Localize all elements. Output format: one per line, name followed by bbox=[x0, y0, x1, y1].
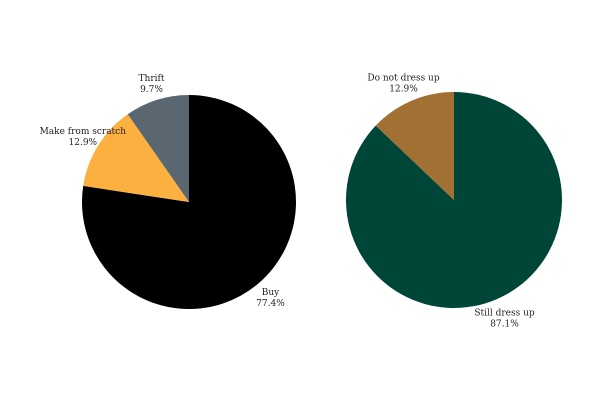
pie-slice-do-not-dress-up bbox=[375, 92, 454, 200]
slice-label-do-not-dress-up: Do not dress up 12.9% bbox=[367, 73, 439, 94]
slice-percent: 9.7% bbox=[140, 85, 163, 95]
slice-name: Still dress up bbox=[474, 309, 535, 319]
pie-2: Still dress up 87.1% Do not dress up 12.9% bbox=[346, 73, 563, 330]
slice-name: Make from scratch bbox=[40, 127, 127, 137]
slice-label-buy: Buy 77.4% bbox=[256, 288, 285, 309]
pie-slice-buy bbox=[81, 95, 296, 309]
slice-name: Buy bbox=[262, 288, 280, 298]
pie-slice-make-from-scratch bbox=[83, 114, 189, 202]
slice-label-still-dress-up: Still dress up 87.1% bbox=[474, 309, 535, 330]
slice-name: Thrift bbox=[139, 74, 165, 84]
pie-slice-thrift bbox=[127, 95, 189, 202]
slice-label-thrift: Thrift 9.7% bbox=[139, 74, 165, 95]
pie-1: Buy 77.4% Make from scratch 12.9% Thrift 9.7% bbox=[40, 74, 296, 309]
slice-label-make-from-scratch: Make from scratch 12.9% bbox=[40, 127, 127, 148]
slice-percent: 77.4% bbox=[256, 299, 285, 309]
slice-percent: 87.1% bbox=[490, 320, 519, 330]
slice-percent: 12.9% bbox=[69, 138, 98, 148]
slice-percent: 12.9% bbox=[389, 84, 418, 94]
slice-name: Do not dress up bbox=[367, 73, 439, 83]
pie-slice-still-dress-up bbox=[346, 92, 563, 308]
